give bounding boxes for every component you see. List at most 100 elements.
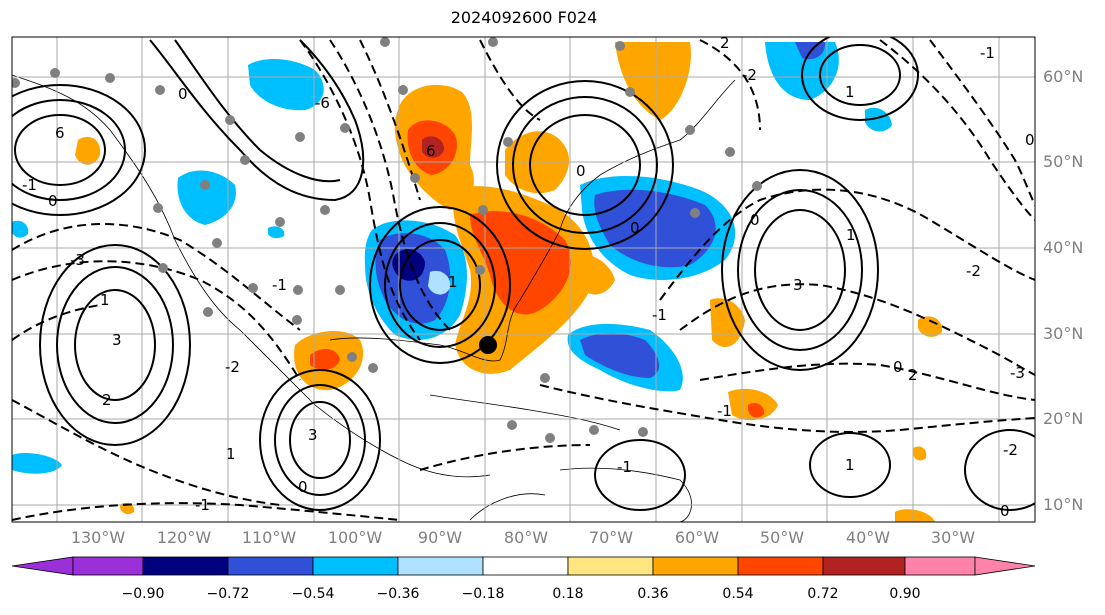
lon-label: 60°W [674, 528, 720, 547]
contour-label: 2 [908, 366, 918, 384]
colorbar-segment [652, 556, 739, 576]
contour-label: -2 [742, 66, 757, 84]
positive-anomaly-region [710, 298, 745, 348]
shading-layer [12, 42, 943, 522]
lon-label: 40°W [845, 528, 891, 547]
lat-label: 20°N [1043, 409, 1084, 428]
contour-label: 0 [1025, 131, 1035, 149]
contour-label: 6 [55, 124, 65, 142]
lon-label: 70°W [588, 528, 634, 547]
contour-label: 1 [845, 456, 855, 474]
contour-label: 3 [308, 426, 318, 444]
contour-label: 0 [576, 162, 586, 180]
colorbar-segment [11, 556, 74, 576]
weak-negative-anomaly-region [428, 270, 451, 295]
lat-label: 10°N [1043, 495, 1084, 514]
contour-label: -6 [315, 94, 330, 112]
contour-label: 0 [48, 192, 58, 210]
contour-label: -2 [966, 262, 981, 280]
lat-label: 30°N [1043, 324, 1084, 343]
contour-label: 0 [630, 219, 640, 237]
positive-anomaly-region [895, 509, 935, 522]
negative-anomaly-region [268, 226, 285, 239]
storm-center-marker [479, 336, 497, 354]
colorbar-segment [974, 556, 1036, 576]
colorbar-segment [142, 556, 229, 576]
colorbar-segment [737, 556, 824, 576]
contour-label: 0 [750, 211, 760, 229]
contour-label: 0 [298, 478, 308, 496]
colorbar-tick-label: 0.90 [889, 586, 921, 602]
colorbar-tick-label: −0.54 [291, 586, 335, 602]
coastlines [12, 74, 736, 522]
lat-label: 60°N [1043, 67, 1084, 86]
contour-label: 2 [102, 391, 112, 409]
colorbar-tick-label: 0.72 [807, 586, 839, 602]
contour-label: 0 [893, 358, 903, 376]
map-title: 2024092600 F024 [450, 8, 598, 27]
negative-contours [12, 39, 1035, 521]
map-frame [11, 36, 1036, 523]
contour-label: -1 [980, 44, 995, 62]
colorbar-tick-label: 0.18 [552, 586, 584, 602]
lon-label: 50°W [759, 528, 805, 547]
positive-anomaly-region [918, 316, 943, 337]
contour-label: -2 [225, 358, 240, 376]
contour-label: 1 [226, 445, 236, 463]
contour-label: -1 [195, 496, 210, 514]
colorbar-segment [227, 556, 314, 576]
lat-label: 50°N [1043, 152, 1084, 171]
contour-label: -3 [1010, 364, 1025, 382]
contour-label: 0 [178, 85, 188, 103]
contour-label: 2 [720, 34, 730, 52]
strong-positive-anomaly-region [748, 403, 765, 418]
lat-label: 40°N [1043, 238, 1084, 257]
positive-contours [12, 37, 1035, 511]
contour-label: -1 [272, 276, 287, 294]
contour-label-layer: 6 6 0 -1 0 1 -3 3 2 -2 1 3 -1 -6 1 0 -1 … [22, 34, 1035, 520]
negative-anomaly-region [12, 220, 29, 238]
contour-label: 6 [426, 142, 436, 160]
colorbar-segment [72, 556, 144, 576]
colorbar-tick-label: 0.54 [722, 586, 754, 602]
contour-label: 3 [793, 276, 803, 294]
lon-label: 90°W [417, 528, 463, 547]
strong-negative-anomaly-region [580, 333, 660, 378]
contour-label: 1 [845, 83, 855, 101]
lon-label: 120°W [156, 528, 212, 547]
contour-label: 0 [1000, 502, 1010, 520]
colorbar [11, 556, 1036, 576]
contour-label: -2 [1003, 441, 1018, 459]
colorbar-segment [312, 556, 399, 576]
negative-anomaly-region [248, 58, 324, 111]
contour-label: 1 [100, 291, 110, 309]
contour-label: -1 [717, 402, 732, 420]
colorbar-tick-label: −0.36 [376, 586, 420, 602]
colorbar-tick-label: −0.72 [206, 586, 250, 602]
colorbar-segment [822, 556, 906, 576]
colorbar-segment [904, 556, 976, 576]
graticule [12, 37, 1035, 522]
contour-label: -1 [652, 306, 667, 324]
contour-label: 1 [846, 226, 856, 244]
contour-label: -1 [22, 176, 37, 194]
positive-anomaly-region [913, 446, 927, 461]
colorbar-segment [482, 556, 569, 576]
very-strong-positive-anomaly-region [422, 136, 445, 158]
colorbar-tick-label: −0.18 [461, 586, 505, 602]
positive-anomaly-region [570, 253, 615, 295]
lon-label: 100°W [327, 528, 383, 547]
colorbar-segment [567, 556, 654, 576]
negative-anomaly-region [12, 453, 62, 474]
negative-anomaly-region [865, 107, 892, 132]
lon-label: 130°W [70, 528, 126, 547]
negative-anomaly-region [177, 170, 236, 225]
positive-anomaly-region [615, 42, 691, 120]
colorbar-tick-label: 0.36 [637, 586, 669, 602]
strong-positive-anomaly-region [310, 348, 340, 370]
contour-label: -1 [617, 458, 632, 476]
colorbar-segment [397, 556, 484, 576]
contour-label: 3 [112, 331, 122, 349]
observation-points [12, 37, 762, 443]
